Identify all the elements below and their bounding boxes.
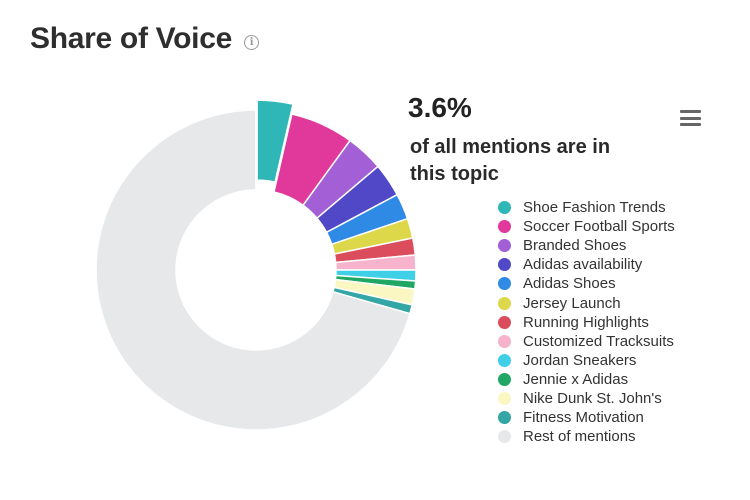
legend-item[interactable]: Adidas availability: [498, 255, 675, 274]
legend-label: Jordan Sneakers: [523, 351, 637, 369]
donut-slice-shoe-fashion-trends[interactable]: [256, 99, 294, 184]
legend-item[interactable]: Jordan Sneakers: [498, 351, 675, 370]
legend-item[interactable]: Rest of mentions: [498, 427, 675, 446]
highlight-caption: of all mentions are in this topic: [410, 136, 611, 185]
legend-label: Nike Dunk St. John's: [523, 389, 662, 407]
hamburger-menu-icon[interactable]: [680, 110, 701, 126]
legend-swatch: [498, 353, 511, 367]
donut-slice-rest-of-mentions[interactable]: [95, 109, 411, 431]
legend-item[interactable]: Running Highlights: [498, 313, 675, 332]
chart-legend: Shoe Fashion Trends Soccer Football Sport…: [498, 198, 675, 446]
legend-swatch: [498, 372, 511, 386]
legend-label: Branded Shoes: [523, 237, 627, 255]
legend-label: Rest of mentions: [523, 428, 636, 446]
legend-label: Jersey Launch: [523, 294, 621, 312]
legend-swatch: [498, 277, 511, 291]
legend-swatch: [498, 411, 511, 425]
legend-label: Running Highlights: [523, 313, 649, 331]
legend-swatch: [498, 220, 511, 234]
legend-item[interactable]: Soccer Football Sports: [498, 217, 675, 236]
legend-swatch: [498, 334, 511, 348]
legend-swatch: [498, 430, 511, 444]
info-icon[interactable]: i: [243, 34, 259, 50]
legend-item[interactable]: Jersey Launch: [498, 293, 675, 312]
legend-swatch: [498, 296, 511, 310]
legend-label: Soccer Football Sports: [523, 218, 675, 236]
legend-item[interactable]: Adidas Shoes: [498, 274, 675, 293]
legend-item[interactable]: Nike Dunk St. John's: [498, 389, 675, 408]
legend-item[interactable]: Shoe Fashion Trends: [498, 198, 675, 217]
legend-swatch: [498, 315, 511, 329]
highlight-value: 3.6%: [408, 92, 472, 123]
legend-item[interactable]: Branded Shoes: [498, 236, 675, 255]
legend-swatch: [498, 239, 511, 253]
legend-label: Adidas Shoes: [523, 275, 616, 293]
legend-swatch: [498, 201, 511, 215]
legend-item[interactable]: Customized Tracksuits: [498, 332, 675, 351]
legend-label: Adidas availability: [523, 256, 643, 274]
legend-label: Shoe Fashion Trends: [523, 199, 666, 217]
legend-swatch: [498, 391, 511, 405]
legend-item[interactable]: Fitness Motivation: [498, 408, 675, 427]
legend-item[interactable]: Jennie x Adidas: [498, 370, 675, 389]
legend-label: Fitness Motivation: [523, 409, 644, 427]
legend-label: Customized Tracksuits: [523, 332, 674, 350]
chart-title-text: Share of Voice: [30, 22, 232, 55]
legend-swatch: [498, 258, 511, 272]
chart-title: Share of Voice i: [30, 22, 259, 56]
legend-label: Jennie x Adidas: [523, 370, 629, 388]
